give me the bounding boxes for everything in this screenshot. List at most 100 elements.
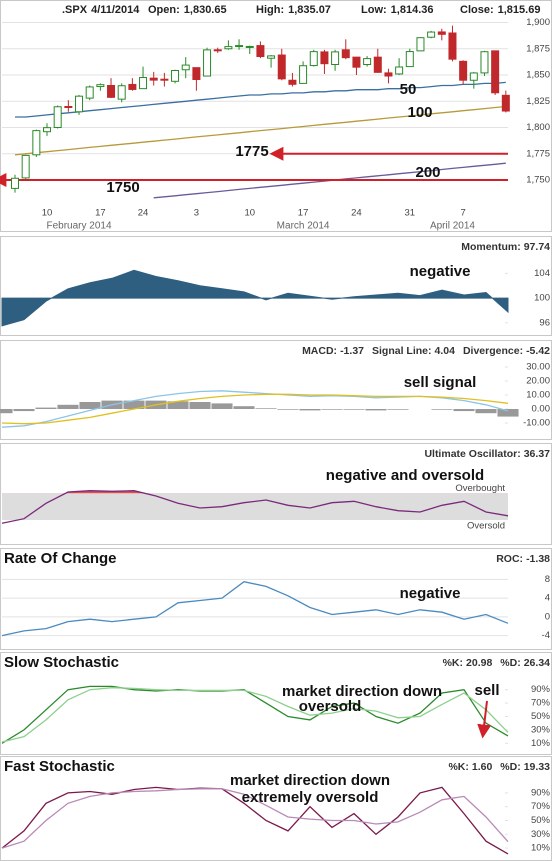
panel-frame: [0, 443, 552, 545]
panel-frame: [0, 0, 552, 232]
y-tick-label: 30.00: [526, 362, 550, 373]
bar: [365, 409, 387, 411]
candle-body: [181, 64, 190, 71]
area: [1, 269, 509, 327]
stat-value: 1,814.36: [391, 4, 434, 16]
series-label: 200: [415, 164, 440, 181]
y-tick-label: 10%: [531, 843, 551, 854]
band: [2, 493, 508, 520]
series-label: 100: [407, 104, 432, 121]
bar: [497, 409, 519, 417]
candle-body: [213, 49, 222, 52]
line: [1, 393, 509, 425]
candle-body: [299, 65, 308, 84]
indicator-value: 20.98: [466, 657, 492, 669]
bar: [35, 407, 57, 409]
bar: [453, 409, 475, 412]
panel-title: Rate Of Change: [4, 550, 117, 567]
bar: [13, 409, 35, 412]
line: [1, 687, 509, 743]
y-tick-label: 0.00: [532, 404, 551, 415]
candle-body: [373, 56, 382, 73]
candle-body: [352, 56, 361, 68]
candle-body: [256, 45, 265, 57]
candle-body: [427, 31, 436, 38]
series-label: 50: [400, 81, 417, 98]
moving-average: [14, 105, 506, 156]
candle-body: [405, 51, 414, 68]
indicator-label: Ultimate Oscillator:: [424, 448, 520, 460]
candle-body: [501, 94, 510, 112]
bar: [0, 409, 13, 414]
bar: [475, 409, 497, 414]
y-tick-label: 96: [539, 317, 550, 328]
candle-body: [341, 49, 350, 59]
candle-body: [363, 58, 372, 65]
candle-body: [64, 106, 73, 108]
y-tick-label: 90%: [531, 684, 551, 695]
reference-label: 1750: [106, 179, 139, 196]
bar: [167, 401, 189, 409]
x-tick-label: 3: [194, 208, 199, 219]
candle-body: [96, 84, 105, 88]
panel-frame: [0, 652, 552, 755]
annotation: market direction down: [230, 772, 390, 789]
candle-body: [107, 85, 116, 98]
annotation: sell signal: [404, 374, 477, 391]
y-tick-label: 50%: [531, 815, 551, 826]
y-tick-label: 8: [545, 574, 550, 585]
month-label: March 2014: [277, 221, 330, 232]
indicator-label: %D:: [500, 761, 520, 773]
candle-body: [384, 72, 393, 77]
panel-frame: [0, 548, 552, 650]
bar: [387, 409, 409, 410]
date: 4/11/2014: [91, 4, 140, 16]
indicator-label: %K:: [448, 761, 468, 773]
bar: [57, 404, 79, 409]
candle-body: [75, 95, 84, 113]
candle-body: [192, 67, 201, 80]
x-tick-label: 31: [405, 208, 416, 219]
candle-body: [149, 77, 158, 81]
panel-frame: [0, 236, 552, 336]
y-tick-label: 104: [534, 268, 550, 279]
annotation-arrow: [477, 700, 492, 739]
stat-label: Low:: [361, 4, 387, 16]
candle-body: [288, 79, 297, 85]
indicator-value: 19.33: [524, 761, 550, 773]
stat-label: High:: [256, 4, 284, 16]
indicator-value: 36.37: [524, 448, 550, 460]
band-label: Oversold: [467, 521, 505, 532]
candle-body: [491, 50, 500, 94]
y-tick-label: 70%: [531, 801, 551, 812]
candle-body: [32, 130, 41, 156]
indicator-label: %D:: [500, 657, 520, 669]
y-tick-label: 10%: [531, 738, 551, 749]
bar: [79, 402, 101, 409]
x-tick-label: 17: [95, 208, 106, 219]
candle-body: [277, 54, 286, 80]
line: [1, 490, 509, 524]
indicator-value: 97.74: [524, 241, 550, 253]
moving-average: [15, 81, 506, 118]
stat-value: 1,830.65: [184, 4, 227, 16]
x-tick-label: 10: [244, 208, 255, 219]
bar: [277, 409, 299, 410]
y-tick-label: 50%: [531, 711, 551, 722]
panel-title: Slow Stochastic: [4, 654, 119, 671]
candle-body: [245, 45, 254, 48]
indicator-value: -1.38: [526, 553, 550, 565]
y-tick-label: 20.00: [526, 376, 550, 387]
candle-body: [480, 51, 489, 74]
candle-body: [309, 51, 318, 67]
indicator-value: 1.60: [472, 761, 493, 773]
candle-body: [160, 78, 169, 81]
bar: [233, 406, 255, 409]
x-tick-label: 24: [351, 208, 362, 219]
annotation: extremely oversold: [242, 789, 379, 806]
y-tick-label: 1,800: [526, 122, 550, 133]
annotation: oversold: [299, 698, 362, 715]
indicator-value: -5.42: [526, 345, 550, 357]
y-tick-label: 1,850: [526, 70, 550, 81]
